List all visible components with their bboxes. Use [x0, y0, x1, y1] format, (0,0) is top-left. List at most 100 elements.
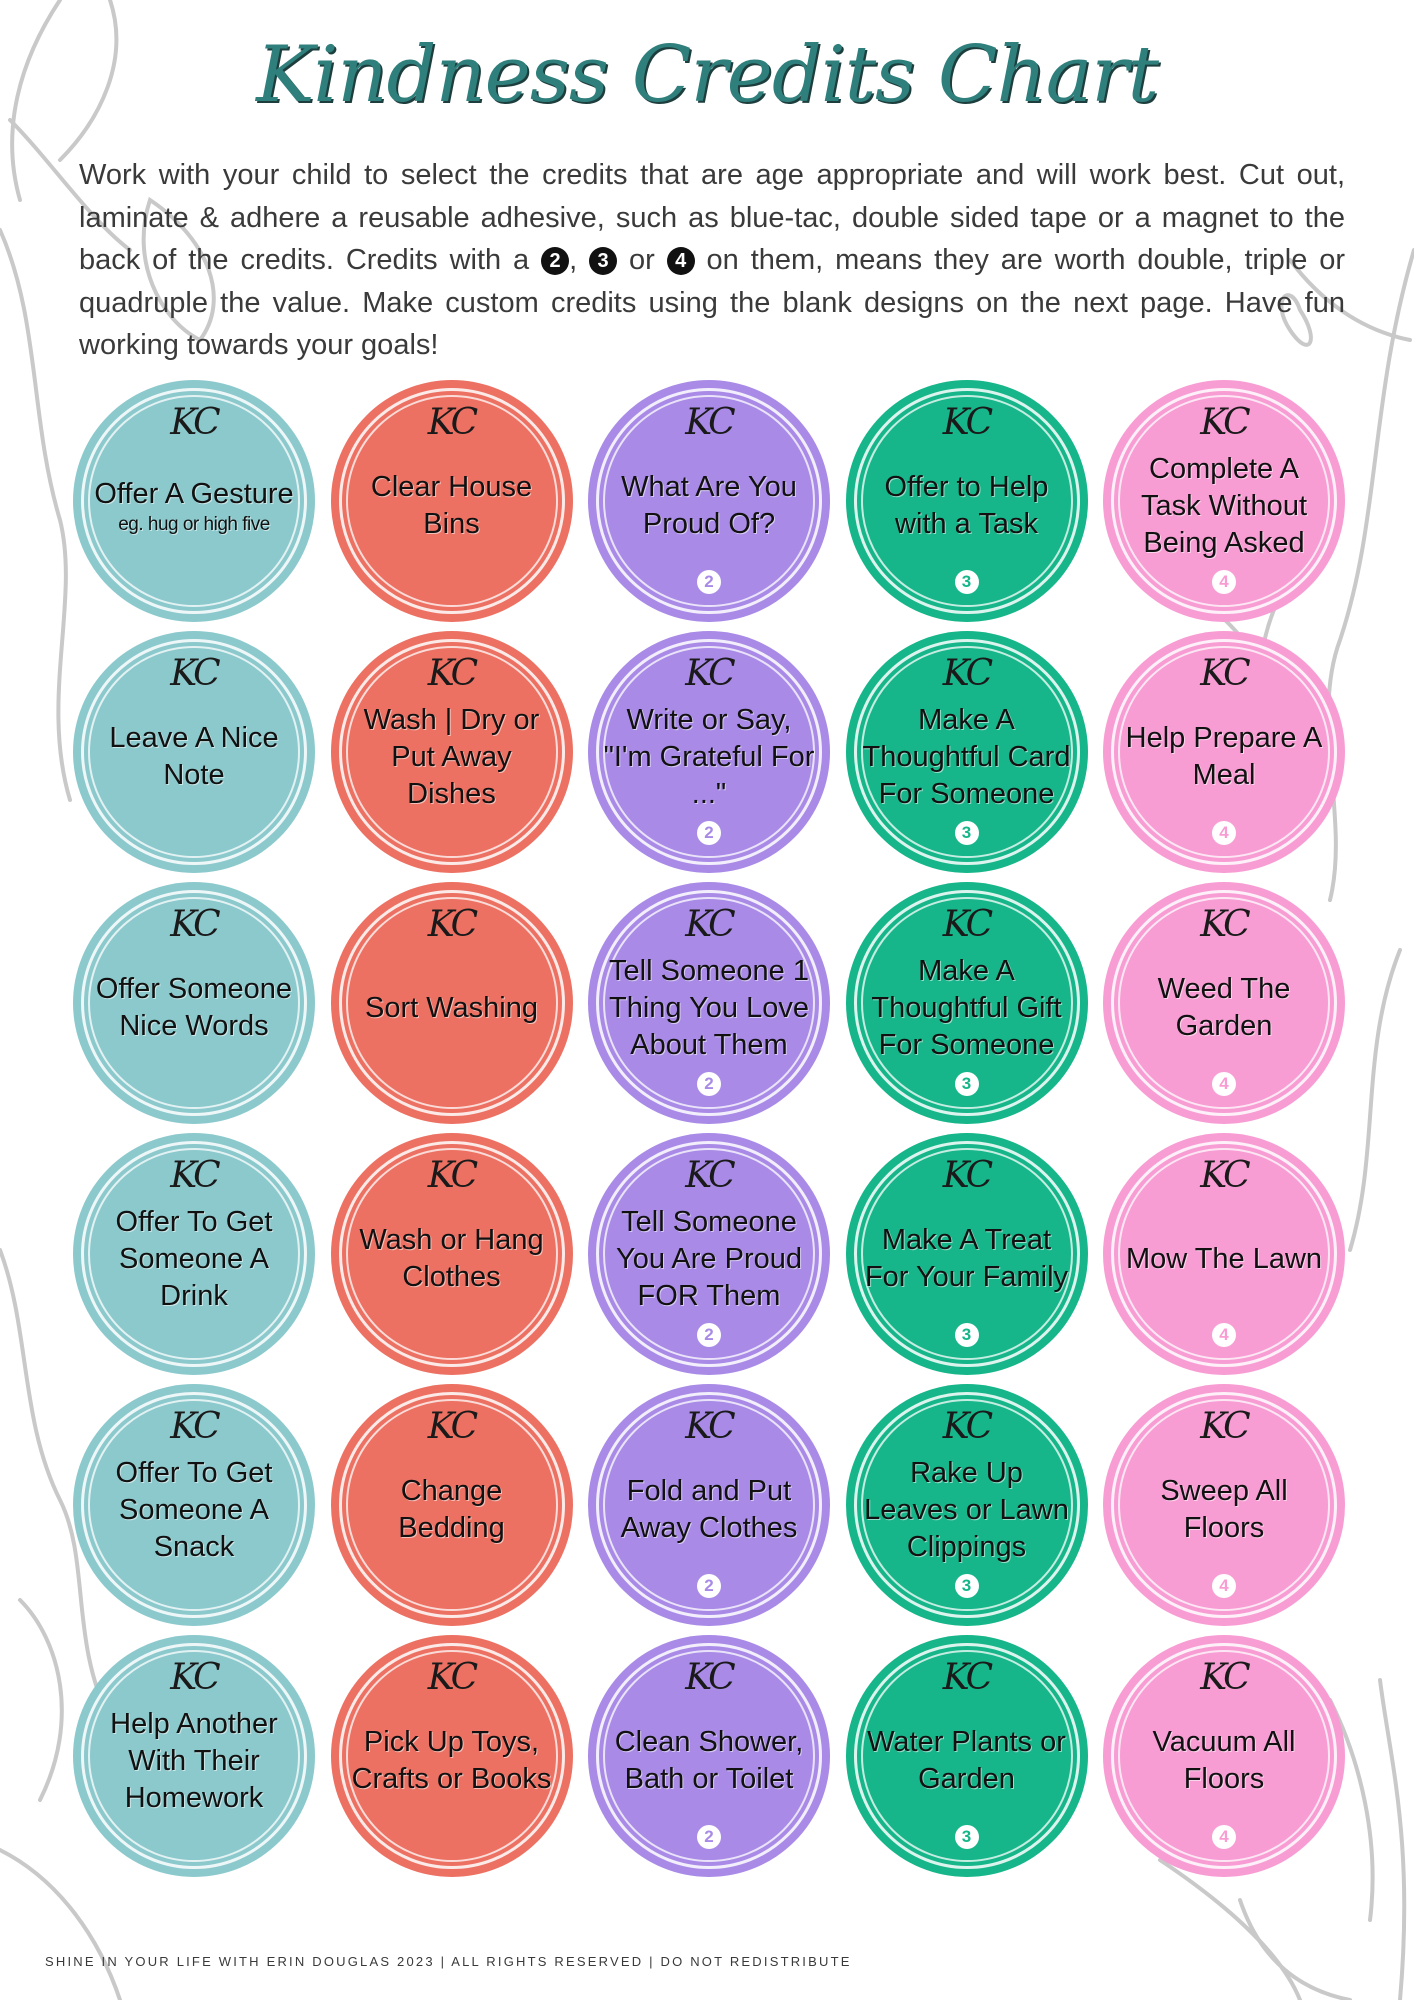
badge-inner-ring — [345, 1148, 558, 1360]
credit-badge: KC Tell Someone 1 Thing You Love About Th… — [588, 882, 830, 1124]
kc-monogram: KC — [685, 1657, 735, 1698]
badge-inner-ring — [1118, 1650, 1330, 1862]
badge-inner-ring — [345, 897, 558, 1109]
credit-label: Offer To Get Someone A Snack — [115, 1456, 273, 1563]
multiplier-2-icon: 2 — [697, 1825, 721, 1849]
credit-badge: KC Clear House Bins — [330, 380, 573, 622]
multiplier-2-icon: 2 — [697, 1323, 721, 1347]
badge-outer-ring — [596, 890, 822, 1116]
credit-label: Clean Shower, Bath or Toilet — [614, 1726, 804, 1795]
credit-label: Vacuum All Floors — [1152, 1726, 1296, 1795]
credit-badge: KC Pick Up Toys, Crafts or Books — [330, 1635, 573, 1877]
credit-label-box: Water Plants or Garden — [860, 1701, 1074, 1821]
kc-monogram: KC — [170, 1155, 220, 1196]
credit-badge: KC What Are You Proud Of? 2 — [588, 380, 830, 622]
badge-inner-ring — [1118, 395, 1330, 607]
kc-monogram: KC — [170, 904, 220, 945]
credit-label: Make A Thoughtful Gift For Someone — [871, 954, 1062, 1061]
credit-badge: KC Rake Up Leaves or Lawn Clippings 3 — [845, 1384, 1088, 1626]
credit-label-box: Make A Thoughtful Gift For Someone — [860, 948, 1074, 1068]
badge-inner-ring — [1118, 1148, 1330, 1360]
credit-label: Fold and Put Away Clothes — [620, 1475, 798, 1544]
badge-inner-ring — [860, 1650, 1073, 1862]
kc-monogram: KC — [170, 653, 220, 694]
credit-label: Rake Up Leaves or Lawn Clippings — [864, 1456, 1069, 1563]
credit-label-box: Make A Treat For Your Family — [860, 1199, 1074, 1319]
credit-label-box: Tell Someone 1 Thing You Love About Them — [602, 948, 816, 1068]
credit-label-box: Change Bedding — [345, 1450, 559, 1570]
badge-inner-ring — [88, 897, 300, 1109]
credit-label: Mow The Lawn — [1125, 1242, 1323, 1275]
credit-badge: KC Tell Someone You Are Proud FOR Them 2 — [588, 1133, 830, 1375]
credit-badge: KC Help Prepare A Meal 4 — [1103, 631, 1345, 873]
credit-label-box: Sweep All Floors — [1117, 1450, 1331, 1570]
badge-outer-ring — [853, 388, 1080, 614]
credit-label-box: Offer to Help with a Task — [860, 446, 1074, 566]
credit-label: Complete A Task Without Being Asked — [1141, 452, 1307, 559]
badge-outer-ring — [1111, 1141, 1337, 1367]
badge-inner-ring — [88, 1148, 300, 1360]
number-3-icon: 3 — [589, 247, 618, 276]
kc-monogram: KC — [942, 1155, 993, 1196]
credit-badge: KC Offer to Help with a Task 3 — [845, 380, 1088, 622]
kc-monogram: KC — [427, 1657, 478, 1698]
kc-monogram: KC — [1200, 1657, 1250, 1698]
credit-badge: KC Change Bedding — [330, 1384, 573, 1626]
badge-outer-ring — [1111, 639, 1337, 865]
credit-label: Leave A Nice Note — [109, 722, 279, 791]
badge-inner-ring — [1118, 1399, 1330, 1611]
badge-inner-ring — [88, 1650, 300, 1862]
badge-outer-ring — [81, 1643, 307, 1869]
badge-inner-ring — [860, 897, 1073, 1109]
kc-monogram: KC — [1200, 402, 1250, 443]
kc-monogram: KC — [1200, 904, 1250, 945]
credit-badge: KC Sweep All Floors 4 — [1103, 1384, 1345, 1626]
credit-badge: KC Clean Shower, Bath or Toilet 2 — [588, 1635, 830, 1877]
credit-label-box: Write or Say, "I'm Grateful For ..." — [602, 697, 816, 817]
badge-inner-ring — [603, 1399, 815, 1611]
badge-outer-ring — [338, 890, 565, 1116]
intro-text-part2: on them, means they are worth double, tr… — [79, 244, 1346, 361]
badge-outer-ring — [338, 639, 565, 865]
badge-outer-ring — [81, 1392, 307, 1618]
multiplier-2-icon: 2 — [697, 570, 721, 594]
kc-monogram: KC — [170, 1406, 220, 1447]
credit-label: Offer Someone Nice Words — [95, 973, 293, 1042]
credit-label-box: Leave A Nice Note — [87, 697, 301, 817]
kc-monogram: KC — [685, 1155, 735, 1196]
credit-badge: KC Make A Thoughtful Card For Someone 3 — [845, 631, 1088, 873]
multiplier-2-icon: 2 — [697, 821, 721, 845]
intro-or: or — [617, 244, 667, 276]
credit-label-box: Pick Up Toys, Crafts or Books — [345, 1701, 559, 1821]
multiplier-2-icon: 2 — [697, 1574, 721, 1598]
intro-comma: , — [569, 244, 590, 276]
number-4-icon: 4 — [666, 247, 695, 276]
credit-label-box: Clear House Bins — [345, 446, 559, 566]
credit-badge: KC Offer To Get Someone A Snack — [73, 1384, 315, 1626]
credit-label-box: Tell Someone You Are Proud FOR Them — [602, 1199, 816, 1319]
credit-badge: KC Offer To Get Someone A Drink — [73, 1133, 315, 1375]
credit-label: Pick Up Toys, Crafts or Books — [351, 1726, 552, 1795]
badge-outer-ring — [1111, 1392, 1337, 1618]
multiplier-3-icon: 3 — [954, 1072, 979, 1096]
badge-outer-ring — [338, 388, 565, 614]
credit-sublabel: eg. hug or high five — [118, 513, 270, 535]
credit-label: Weed The Garden — [1157, 973, 1291, 1042]
multiplier-3-icon: 3 — [954, 570, 979, 594]
kc-monogram: KC — [427, 653, 478, 694]
badge-inner-ring — [603, 897, 815, 1109]
credit-label-box: Offer To Get Someone A Snack — [87, 1450, 301, 1570]
credit-badge: KC Wash or Hang Clothes — [330, 1133, 573, 1375]
credit-badge: KC Water Plants or Garden 3 — [845, 1635, 1088, 1877]
badge-inner-ring — [345, 646, 558, 858]
kc-monogram: KC — [685, 1406, 735, 1447]
badge-outer-ring — [338, 1141, 565, 1367]
credit-label: Sort Washing — [365, 991, 538, 1024]
credit-badge: KC Offer Someone Nice Words — [73, 882, 315, 1124]
badge-inner-ring — [603, 646, 815, 858]
credit-label-box: Complete A Task Without Being Asked — [1117, 446, 1331, 566]
kc-monogram: KC — [942, 402, 993, 443]
badge-outer-ring — [338, 1392, 565, 1618]
intro-text-part1: Work with your child to select the credi… — [79, 159, 1345, 276]
credit-label: Wash | Dry or Put Away Dishes — [363, 703, 540, 810]
